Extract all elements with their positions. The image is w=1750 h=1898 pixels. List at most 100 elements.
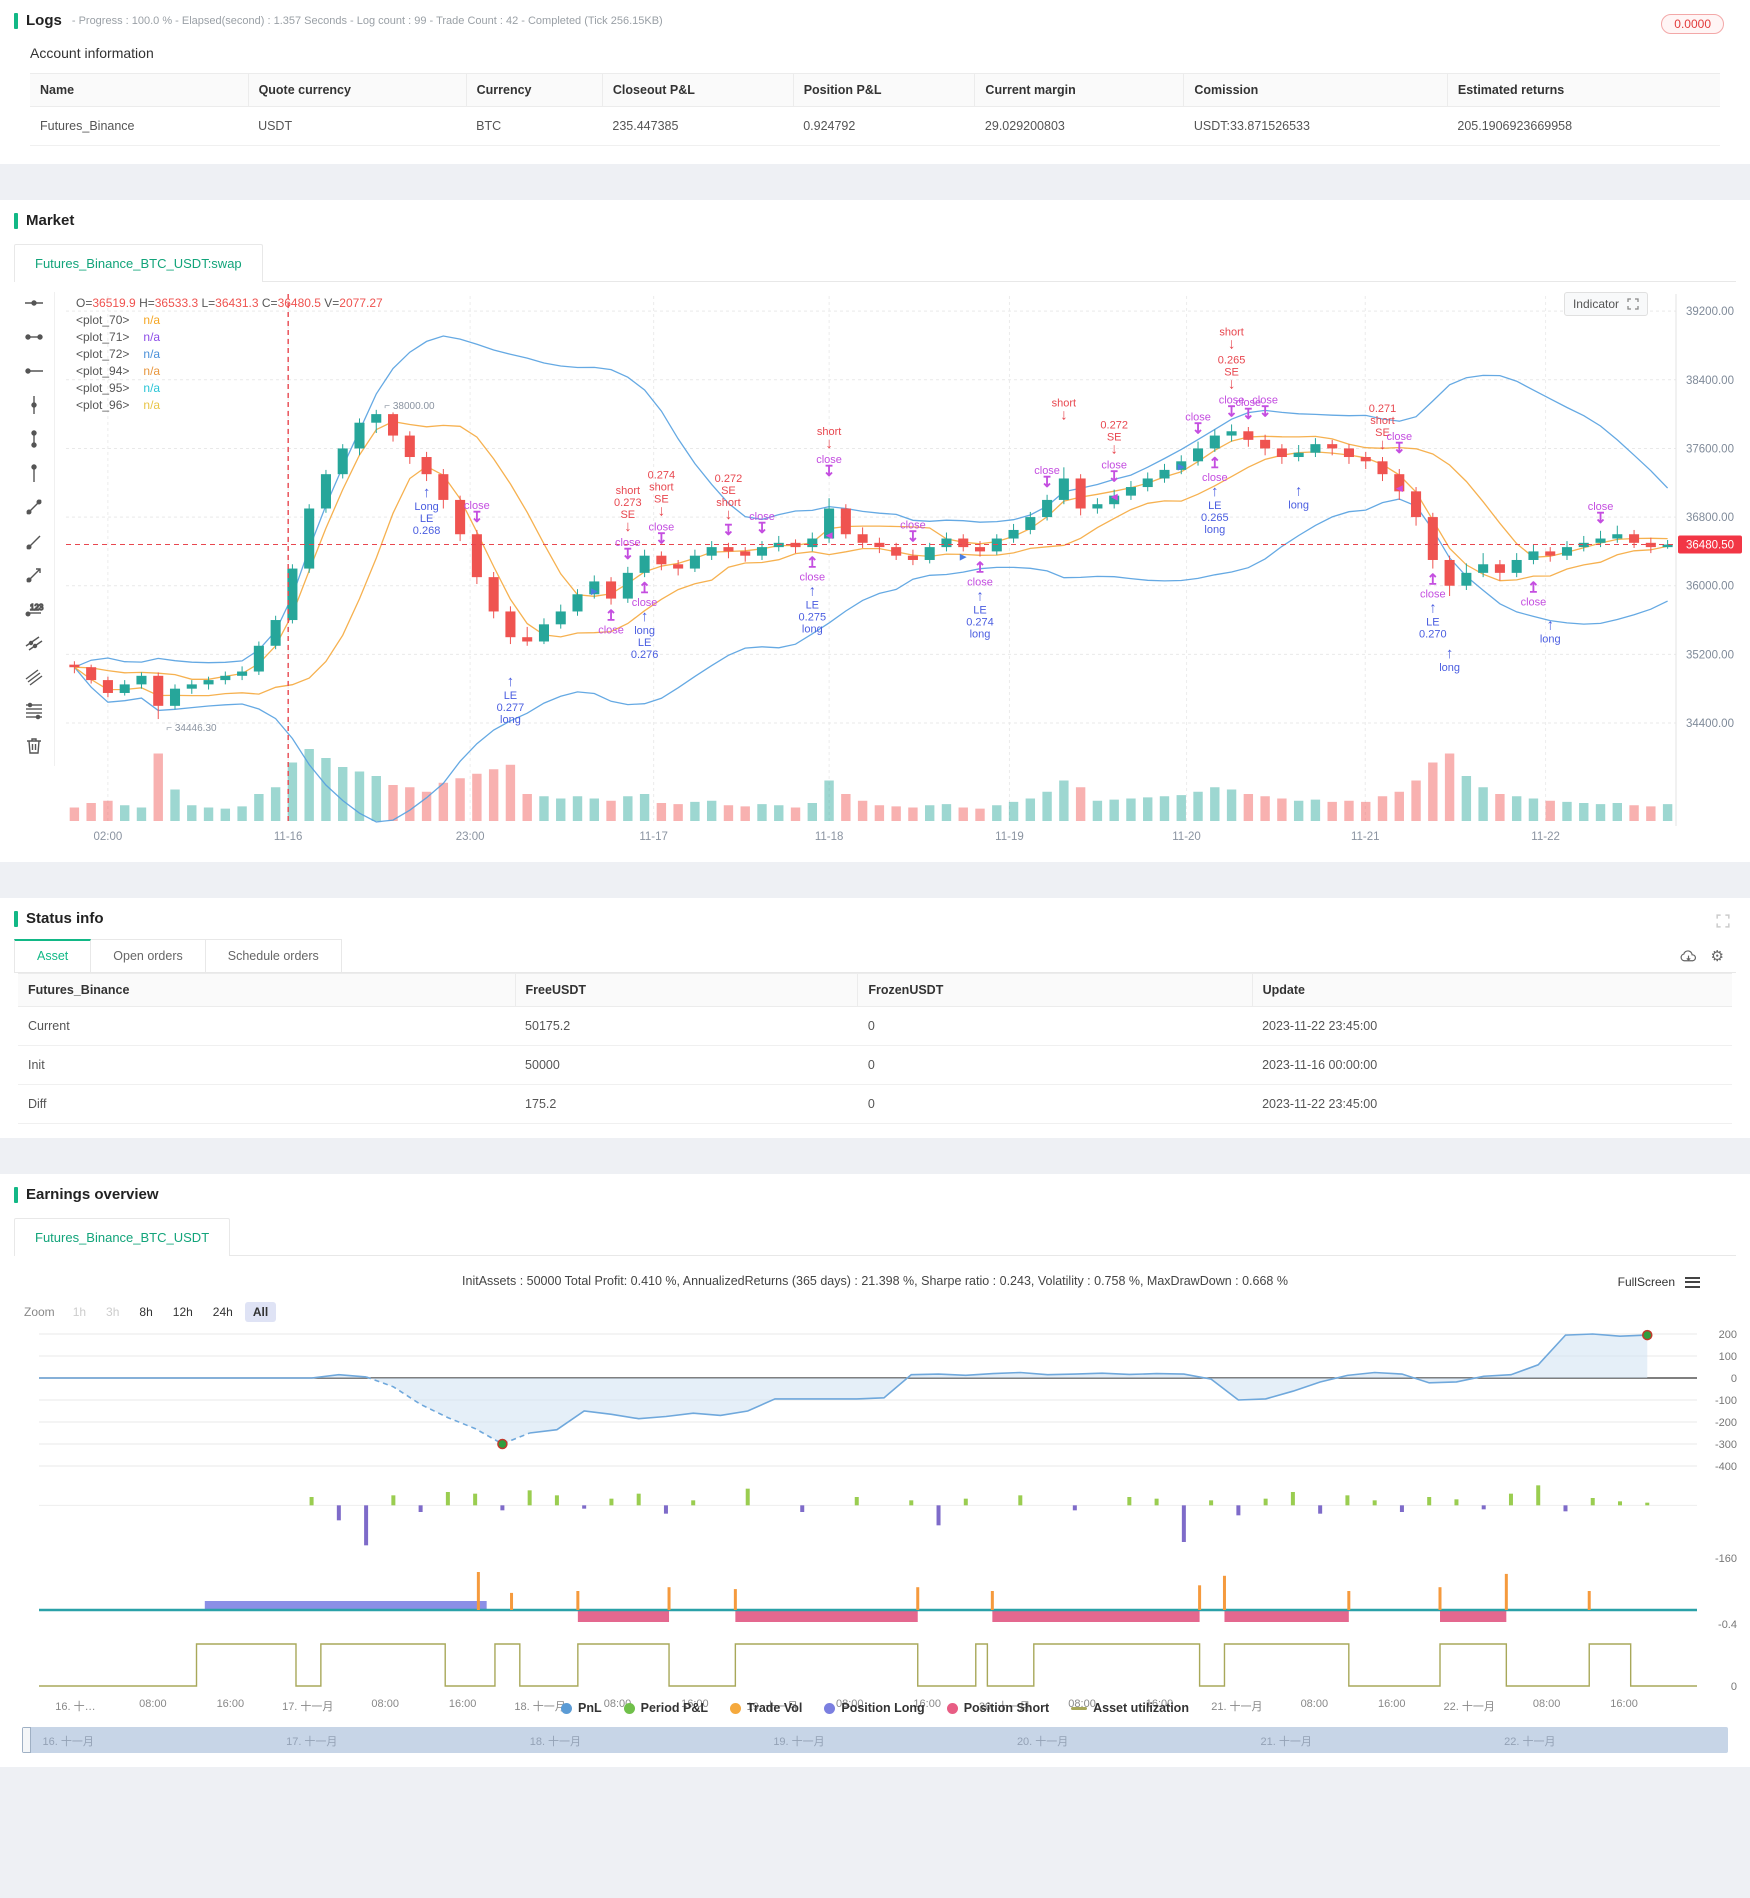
- cell-closeout-pnl: 235.447385: [602, 106, 794, 146]
- svg-text:-200: -200: [1715, 1417, 1737, 1429]
- col-header: Current margin: [974, 73, 1184, 107]
- price-label-icon[interactable]: 123: [23, 598, 45, 620]
- svg-text:short: short: [1052, 397, 1076, 409]
- zoom-8h-button[interactable]: 8h: [131, 1302, 161, 1322]
- svg-text:11-16: 11-16: [274, 831, 303, 843]
- legend-label: Trade Vol: [747, 1701, 803, 1715]
- tab-schedule-orders[interactable]: Schedule orders: [205, 939, 342, 972]
- indicator-button[interactable]: Indicator: [1563, 292, 1648, 316]
- section-accent-bar: [14, 12, 18, 29]
- svg-text:0.265: 0.265: [1218, 354, 1246, 366]
- range-slider[interactable]: 16. 十一月 17. 十一月 18. 十一月 19. 十一月 20. 十一月 21. 十…: [22, 1727, 1728, 1753]
- horizontal-ray-icon[interactable]: [23, 360, 45, 382]
- svg-text:↧: ↧: [655, 530, 668, 547]
- svg-text:short: short: [716, 497, 740, 509]
- gear-icon[interactable]: ⚙: [1710, 948, 1724, 965]
- legend-item-position-long[interactable]: Position Long: [824, 1701, 925, 1715]
- svg-text:long: long: [970, 629, 991, 641]
- horizontal-line-icon[interactable]: [23, 292, 45, 314]
- vertical-ray-icon[interactable]: [23, 462, 45, 484]
- svg-text:↥: ↥: [1427, 572, 1440, 589]
- tab-asset[interactable]: Asset: [14, 939, 92, 972]
- fullscreen-button[interactable]: FullScreen: [1617, 1275, 1675, 1289]
- plot-value: n/a: [143, 398, 161, 412]
- zoom-all-button[interactable]: All: [244, 1302, 277, 1322]
- collapse-icon[interactable]: [1716, 914, 1730, 928]
- cloud-download-icon[interactable]: [1680, 949, 1697, 964]
- svg-text:long: long: [1288, 499, 1309, 511]
- parallel-channel-icon[interactable]: [23, 632, 45, 654]
- tab-earnings-symbol[interactable]: Futures_Binance_BTC_USDT: [14, 1218, 231, 1256]
- svg-text:close: close: [1034, 465, 1060, 477]
- svg-text:↧: ↧: [1041, 474, 1054, 491]
- ohlc-key: C=: [261, 296, 278, 310]
- svg-text:close: close: [464, 500, 490, 512]
- chart-toolbar: 123: [14, 292, 55, 766]
- zoom-12h-button[interactable]: 12h: [164, 1302, 201, 1322]
- trend-angle-icon[interactable]: [23, 530, 45, 552]
- svg-text:0.271: 0.271: [1369, 403, 1397, 415]
- plot-value: n/a: [143, 347, 161, 361]
- expand-icon[interactable]: [1627, 298, 1639, 310]
- status-badge: 0.0000: [1661, 14, 1724, 34]
- disjoint-channel-icon[interactable]: [23, 666, 45, 688]
- plot-name: <plot_71>: [76, 330, 130, 344]
- tab-open-orders[interactable]: Open orders: [91, 939, 206, 972]
- row-label-current[interactable]: Current: [18, 1006, 516, 1046]
- svg-text:↧: ↧: [471, 509, 484, 526]
- svg-text:close: close: [900, 520, 926, 532]
- col-header: Name: [30, 73, 249, 107]
- legend-item-trade-vol[interactable]: Trade Vol: [730, 1701, 802, 1715]
- cell-update: 2023-11-22 23:45:00: [1252, 1084, 1732, 1124]
- vertical-line-icon[interactable]: [23, 394, 45, 416]
- svg-text:⌐ 38000.00: ⌐ 38000.00: [384, 401, 435, 412]
- legend-item-asset-utilization[interactable]: Asset utilization: [1071, 1701, 1189, 1715]
- svg-text:LE: LE: [504, 690, 517, 702]
- svg-text:↑: ↑: [423, 484, 431, 501]
- svg-text:close: close: [1521, 596, 1547, 608]
- legend-item-position-short[interactable]: Position Short: [946, 1701, 1049, 1715]
- svg-text:↑: ↑: [1446, 645, 1454, 662]
- trend-line-icon[interactable]: [23, 496, 45, 518]
- slider-date-label: 17. 十一月: [286, 1736, 338, 1748]
- x-axis-label: 16:00: [1145, 1698, 1174, 1710]
- svg-text:LE: LE: [420, 513, 433, 525]
- svg-text:short: short: [616, 485, 640, 497]
- plot-legend-row: <plot_70> n/a: [76, 313, 383, 327]
- svg-text:35200.00: 35200.00: [1686, 649, 1734, 661]
- svg-text:close: close: [967, 577, 993, 589]
- zoom-24h-button[interactable]: 24h: [204, 1302, 241, 1322]
- tab-market-symbol[interactable]: Futures_Binance_BTC_USDT:swap: [14, 244, 263, 282]
- cell-frozen: 0: [857, 1045, 1253, 1085]
- svg-text:123: 123: [30, 603, 44, 612]
- row-label-diff: Diff: [18, 1084, 516, 1124]
- horizontal-segment-icon[interactable]: [23, 326, 45, 348]
- x-axis-label: 08:00: [139, 1698, 167, 1710]
- svg-text:11-19: 11-19: [995, 831, 1024, 843]
- delete-icon[interactable]: [23, 734, 45, 756]
- ohlc-value: 36533.3: [154, 296, 202, 310]
- col-header: Comission: [1183, 73, 1448, 107]
- svg-text:↧: ↧: [1192, 421, 1205, 438]
- fib-lines-icon[interactable]: [23, 700, 45, 722]
- legend-label: PnL: [578, 1701, 602, 1715]
- col-header: Quote currency: [247, 73, 467, 107]
- svg-text:↑: ↑: [1211, 483, 1219, 500]
- legend-item-pnl[interactable]: PnL: [561, 1701, 602, 1715]
- vertical-segment-icon[interactable]: [23, 428, 45, 450]
- svg-text:0.272: 0.272: [715, 473, 743, 485]
- svg-text:↓: ↓: [1228, 335, 1236, 352]
- svg-text:0.276: 0.276: [631, 649, 659, 661]
- legend-swatch: [824, 1702, 836, 1714]
- section-accent-bar: [14, 1186, 18, 1203]
- col-header: FreeUSDT: [514, 973, 858, 1007]
- arrow-line-icon[interactable]: [23, 564, 45, 586]
- x-axis-label: 16:00: [681, 1698, 709, 1710]
- slider-handle[interactable]: [22, 1727, 31, 1753]
- legend-item-period-p-l[interactable]: Period P&L: [623, 1701, 708, 1715]
- candlestick-chart[interactable]: 39200.00 38400.00 37600.00 36800.00 36000.00…: [14, 286, 1750, 846]
- svg-text:↑: ↑: [507, 673, 515, 690]
- menu-icon[interactable]: [1685, 1274, 1700, 1290]
- earnings-title: Earnings overview: [26, 1186, 159, 1203]
